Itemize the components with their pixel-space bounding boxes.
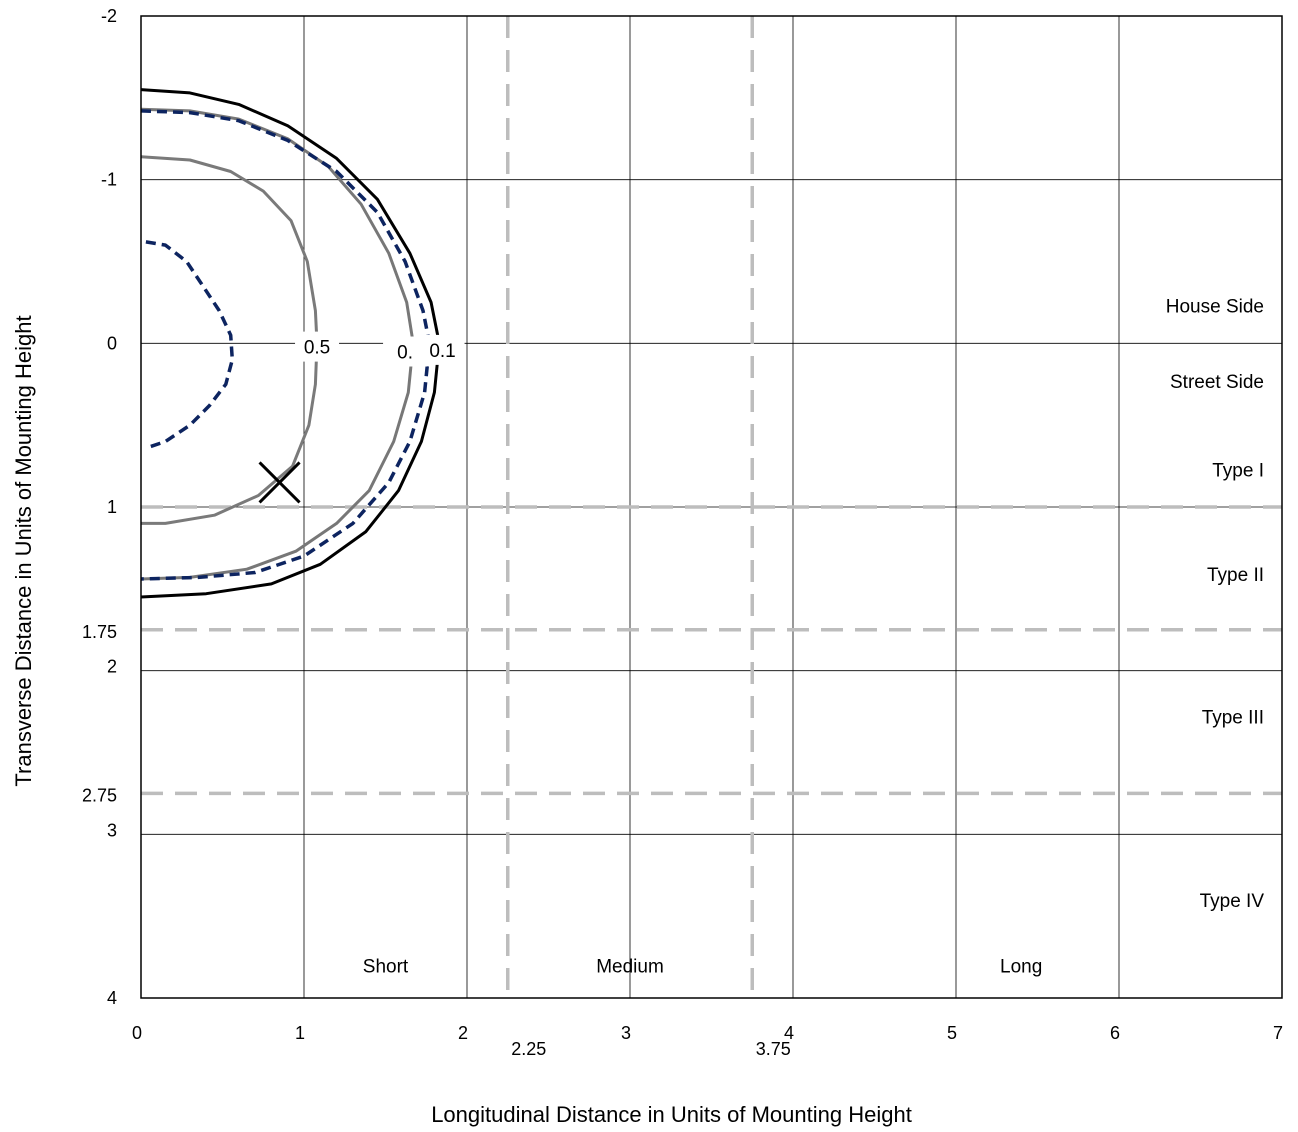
x-tick-label: 3 bbox=[621, 1023, 631, 1043]
plot-frame bbox=[140, 15, 1283, 999]
y-tick-label: 4 bbox=[107, 988, 117, 1008]
x-tick-label: 6 bbox=[1110, 1023, 1120, 1043]
region-label: House Side bbox=[1166, 297, 1264, 318]
contour-label: 0.5 bbox=[304, 338, 330, 359]
y-axis-title: Transverse Distance in Units of Mounting… bbox=[11, 315, 36, 786]
region-label: Short bbox=[363, 956, 409, 977]
marker-stroke bbox=[258, 461, 301, 504]
contour-label: 0.1 bbox=[429, 341, 455, 362]
contour-line bbox=[140, 155, 319, 525]
y-tick-label: 2 bbox=[107, 657, 117, 677]
x-tick-label: 1 bbox=[295, 1023, 305, 1043]
x-tick-label: 5 bbox=[947, 1023, 957, 1043]
y-tick-label: -1 bbox=[101, 170, 117, 190]
y-tick-label: 0 bbox=[107, 333, 117, 353]
luminaire-marker bbox=[258, 461, 301, 504]
region-label: Long bbox=[1000, 956, 1042, 977]
region-label: Type II bbox=[1207, 565, 1264, 586]
y-tick-label: 1 bbox=[107, 497, 117, 517]
x-tick-label: 0 bbox=[132, 1023, 142, 1043]
contour-labels: 0.5 0. 0.1 bbox=[295, 331, 465, 367]
axis-ticks: 0 1 2 3 4 5 6 7 2.25 3.75 -2 -1 0 1 1.75 2 2.75 3 4 bbox=[82, 6, 1283, 1059]
x-tick-label: 4 bbox=[784, 1023, 794, 1043]
region-label: Type IV bbox=[1200, 891, 1265, 912]
x-tick-label: 2 bbox=[458, 1023, 468, 1043]
reference-dashed-lines bbox=[141, 16, 1282, 998]
region-labels: House Side Street Side Type I Type II Type I… bbox=[363, 297, 1265, 978]
contour-label: 0. bbox=[397, 343, 413, 364]
y-tick-label: -2 bbox=[101, 6, 117, 26]
region-label: Medium bbox=[596, 956, 664, 977]
contour-label-box bbox=[383, 336, 428, 367]
contour-label-box bbox=[295, 331, 340, 362]
x-tick-label: 3.75 bbox=[756, 1039, 791, 1059]
y-tick-label: 2.75 bbox=[82, 785, 117, 805]
x-tick-label: 2.25 bbox=[511, 1039, 546, 1059]
gridlines bbox=[141, 16, 1282, 998]
contour-line bbox=[145, 240, 235, 450]
region-label: Type III bbox=[1202, 707, 1264, 728]
y-tick-label: 1.75 bbox=[82, 622, 117, 642]
contour-label-box bbox=[420, 334, 465, 365]
y-tick-label: 3 bbox=[107, 820, 117, 840]
region-label: Street Side bbox=[1170, 372, 1264, 393]
x-tick-label: 7 bbox=[1273, 1023, 1283, 1043]
region-label: Type I bbox=[1212, 460, 1264, 481]
x-axis-title: Longitudinal Distance in Units of Mounti… bbox=[431, 1102, 912, 1127]
